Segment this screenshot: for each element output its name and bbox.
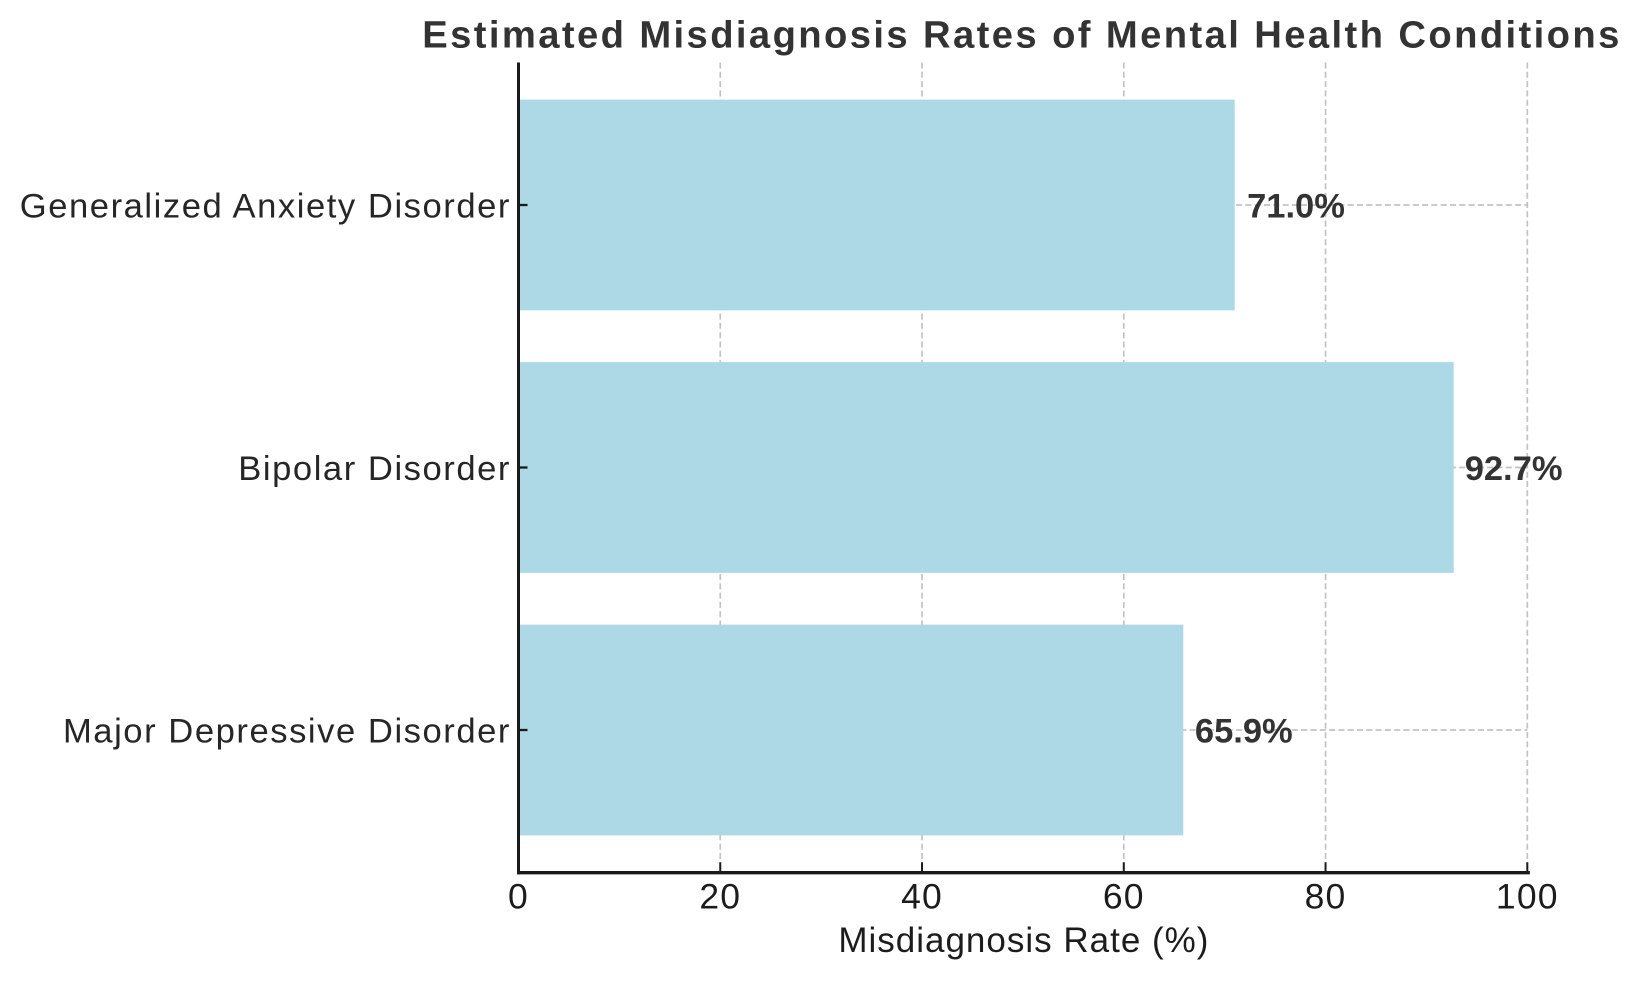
svg-text:65.9%: 65.9% [1195, 712, 1293, 750]
svg-text:100: 100 [1496, 877, 1559, 917]
svg-text:Major Depressive Disorder: Major Depressive Disorder [63, 713, 511, 751]
svg-text:80: 80 [1305, 877, 1347, 917]
svg-text:20: 20 [699, 877, 741, 917]
svg-text:Estimated Misdiagnosis Rates o: Estimated Misdiagnosis Rates of Mental H… [422, 14, 1622, 57]
svg-text:40: 40 [901, 877, 943, 917]
svg-text:Generalized Anxiety Disorder: Generalized Anxiety Disorder [20, 188, 511, 226]
svg-text:0: 0 [508, 877, 529, 917]
svg-text:60: 60 [1103, 877, 1145, 917]
svg-text:Bipolar Disorder: Bipolar Disorder [238, 450, 511, 488]
svg-text:92.7%: 92.7% [1465, 450, 1563, 488]
svg-text:Misdiagnosis Rate (%): Misdiagnosis Rate (%) [838, 921, 1209, 960]
svg-text:71.0%: 71.0% [1247, 187, 1345, 225]
